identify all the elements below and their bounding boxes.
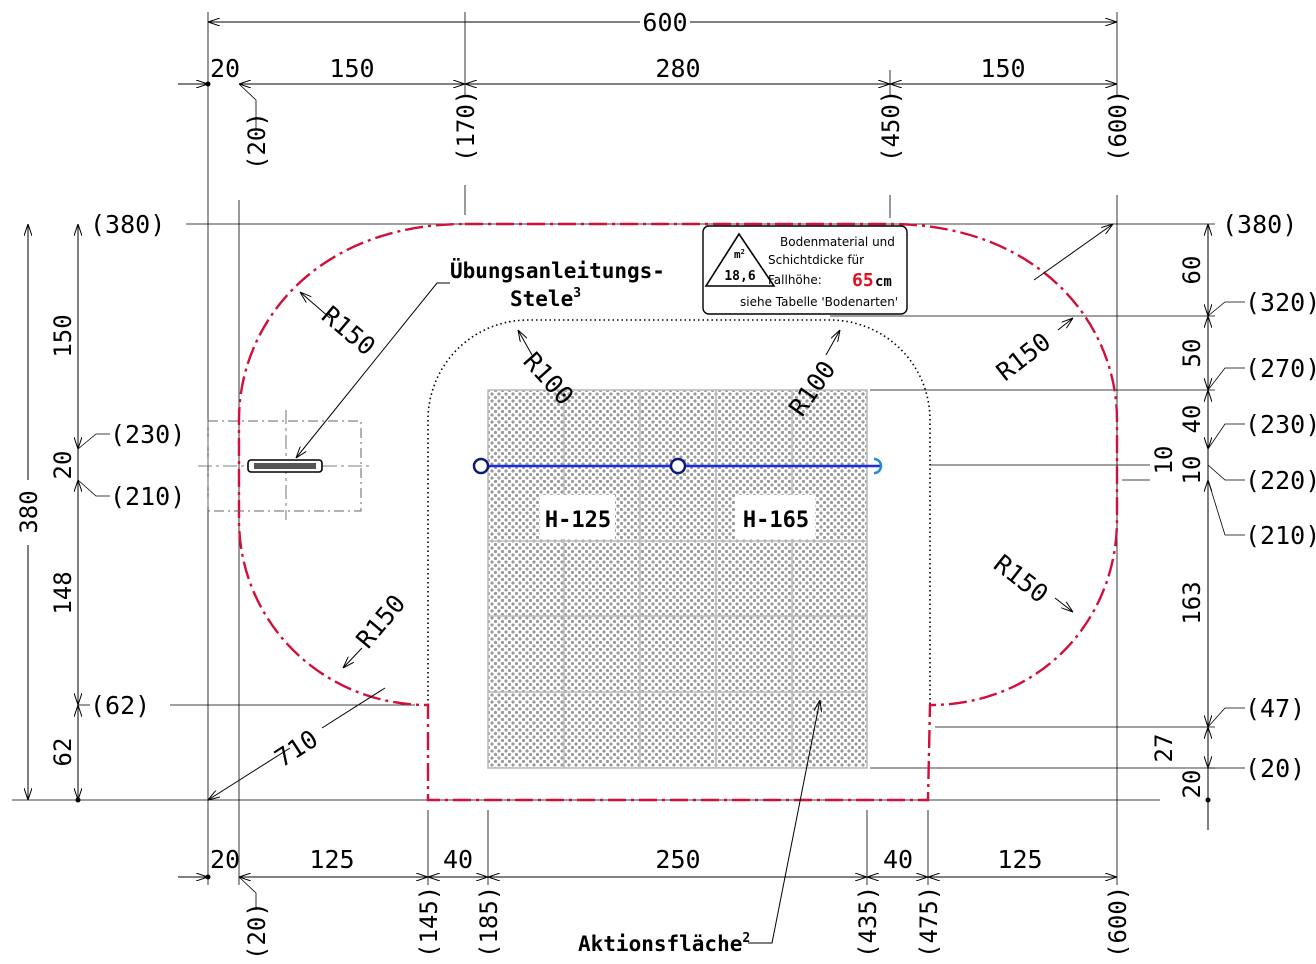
ref-bottom-475: (475) (915, 886, 943, 958)
dim-bottom-seg-3: 40 (443, 845, 473, 874)
dim-bottom-seg-4: 250 (655, 845, 700, 874)
radius-label-bottom-right: R150 (988, 549, 1053, 609)
height-label-left: H-125 (545, 508, 611, 533)
bottom-dimensions: 20 125 40 250 40 125 (20) (145) (185) (4… (178, 845, 1132, 960)
height-label-right: H-165 (743, 508, 809, 533)
ref-top-450: (450) (877, 90, 905, 162)
action-area-label: Aktionsfläche2 (578, 931, 750, 956)
icon-unit: m2 (734, 248, 745, 261)
ref-right-20: (20) (1245, 754, 1305, 783)
diagonal-label: 710 (269, 724, 323, 773)
safety-boundary (237, 222, 1119, 802)
info-line4: siehe Tabelle 'Bodenarten' (740, 295, 898, 309)
info-fall-value: 65 (852, 270, 874, 291)
ref-right-47: (47) (1245, 694, 1305, 723)
dim-bottom-seg-1: 20 (210, 845, 240, 874)
dim-top-seg-1: 20 (210, 54, 240, 83)
dim-right-10b: 10 (1178, 456, 1206, 485)
radius-label-top-left: R150 (316, 300, 381, 361)
ref-right-220: (220) (1245, 466, 1316, 495)
dim-left-seg-1: 150 (49, 314, 77, 357)
action-area-callout: Aktionsfläche2 (578, 700, 820, 956)
info-line2: Schichtdicke für (768, 253, 864, 267)
ref-bottom-435: (435) (854, 886, 882, 958)
ref-top-170: (170) (452, 90, 480, 162)
left-dimensions: 380 150 20 148 62 (380) (230) (210) (62) (15, 210, 185, 803)
right-dimensions: 60 50 40 10 10 163 27 20 (380) (320) (27… (1150, 210, 1316, 830)
icon-value: 18,6 (724, 269, 755, 284)
dim-right-163: 163 (1178, 581, 1206, 624)
ref-left-230: (230) (110, 420, 185, 449)
ref-right-320: (320) (1245, 288, 1316, 317)
dim-right-50: 50 (1178, 339, 1206, 368)
radius-label-top-right: R150 (991, 327, 1056, 387)
ref-left-62: (62) (90, 691, 150, 720)
support-post-right (873, 457, 883, 475)
info-fall-unit: cm (875, 274, 892, 290)
top-dimensions: 600 20 150 280 150 (20) (170) (450) (600… (178, 8, 1132, 170)
dim-top-seg-4: 150 (980, 54, 1025, 83)
ref-top-20: (20) (243, 112, 271, 170)
stele-label-line1: Übungsanleitungs- (450, 258, 665, 283)
dim-bottom-seg-6: 125 (997, 845, 1042, 874)
dim-top-seg-2: 150 (329, 54, 374, 83)
dim-bottom-seg-2: 125 (309, 845, 354, 874)
dim-right-60: 60 (1178, 256, 1206, 285)
dim-right-40: 40 (1178, 405, 1206, 434)
surface-info-box: m2 18,6 Bodenmaterial und Schichtdicke f… (702, 225, 908, 315)
info-fall-label: Fallhöhe: (768, 273, 822, 287)
ref-left-380: (380) (90, 210, 165, 239)
ref-right-380: (380) (1222, 210, 1297, 239)
horizontal-bar (472, 457, 883, 475)
dim-right-20: 20 (1178, 770, 1206, 799)
dim-right-10a: 10 (1150, 446, 1178, 475)
dim-right-27: 27 (1150, 734, 1178, 763)
stele (198, 410, 370, 520)
ref-top-600: (600) (1104, 90, 1132, 162)
stele-label-line2: Stele3 (510, 286, 581, 311)
dim-total-height: 380 (15, 490, 43, 533)
stele-callout: Übungsanleitungs- Stele3 (296, 258, 665, 458)
info-line1: Bodenmaterial und (780, 235, 895, 249)
dim-top-seg-3: 280 (655, 54, 700, 83)
ref-right-270: (270) (1245, 354, 1316, 383)
dim-left-seg-2: 20 (49, 451, 77, 480)
ref-bottom-600: (600) (1104, 886, 1132, 958)
dim-total-width: 600 (642, 8, 687, 37)
ref-bottom-145: (145) (415, 886, 443, 958)
ref-right-230: (230) (1245, 410, 1316, 439)
fall-zone-outline (427, 319, 931, 705)
action-area: H-125 H-165 (487, 389, 868, 769)
support-post-middle (669, 457, 687, 475)
surface-area-icon (704, 232, 776, 287)
dim-bottom-seg-5: 40 (883, 845, 913, 874)
support-post-left (472, 457, 490, 475)
ref-bottom-185: (185) (475, 886, 503, 958)
dim-left-seg-3: 148 (49, 571, 77, 614)
ref-right-210: (210) (1245, 521, 1316, 550)
ref-bottom-20: (20) (243, 902, 271, 960)
dim-left-seg-4: 62 (49, 738, 77, 767)
ref-left-210: (210) (110, 482, 185, 511)
radius-label-bottom-left: R150 (350, 589, 411, 654)
